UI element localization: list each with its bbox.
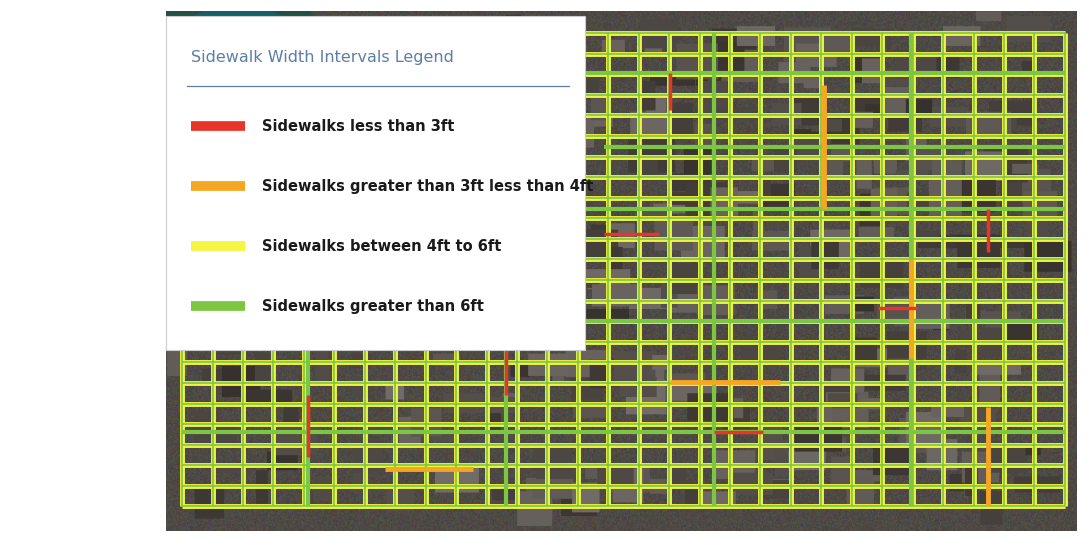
FancyBboxPatch shape <box>166 16 585 350</box>
Text: Sidewalks between 4ft to 6ft: Sidewalks between 4ft to 6ft <box>263 239 501 254</box>
Text: Sidewalks greater than 3ft less than 4ft: Sidewalks greater than 3ft less than 4ft <box>263 179 594 193</box>
Text: Sidewalks less than 3ft: Sidewalks less than 3ft <box>263 119 455 134</box>
Text: Sidewalks greater than 6ft: Sidewalks greater than 6ft <box>263 299 484 314</box>
Text: Sidewalk Width Intervals Legend: Sidewalk Width Intervals Legend <box>191 49 453 64</box>
